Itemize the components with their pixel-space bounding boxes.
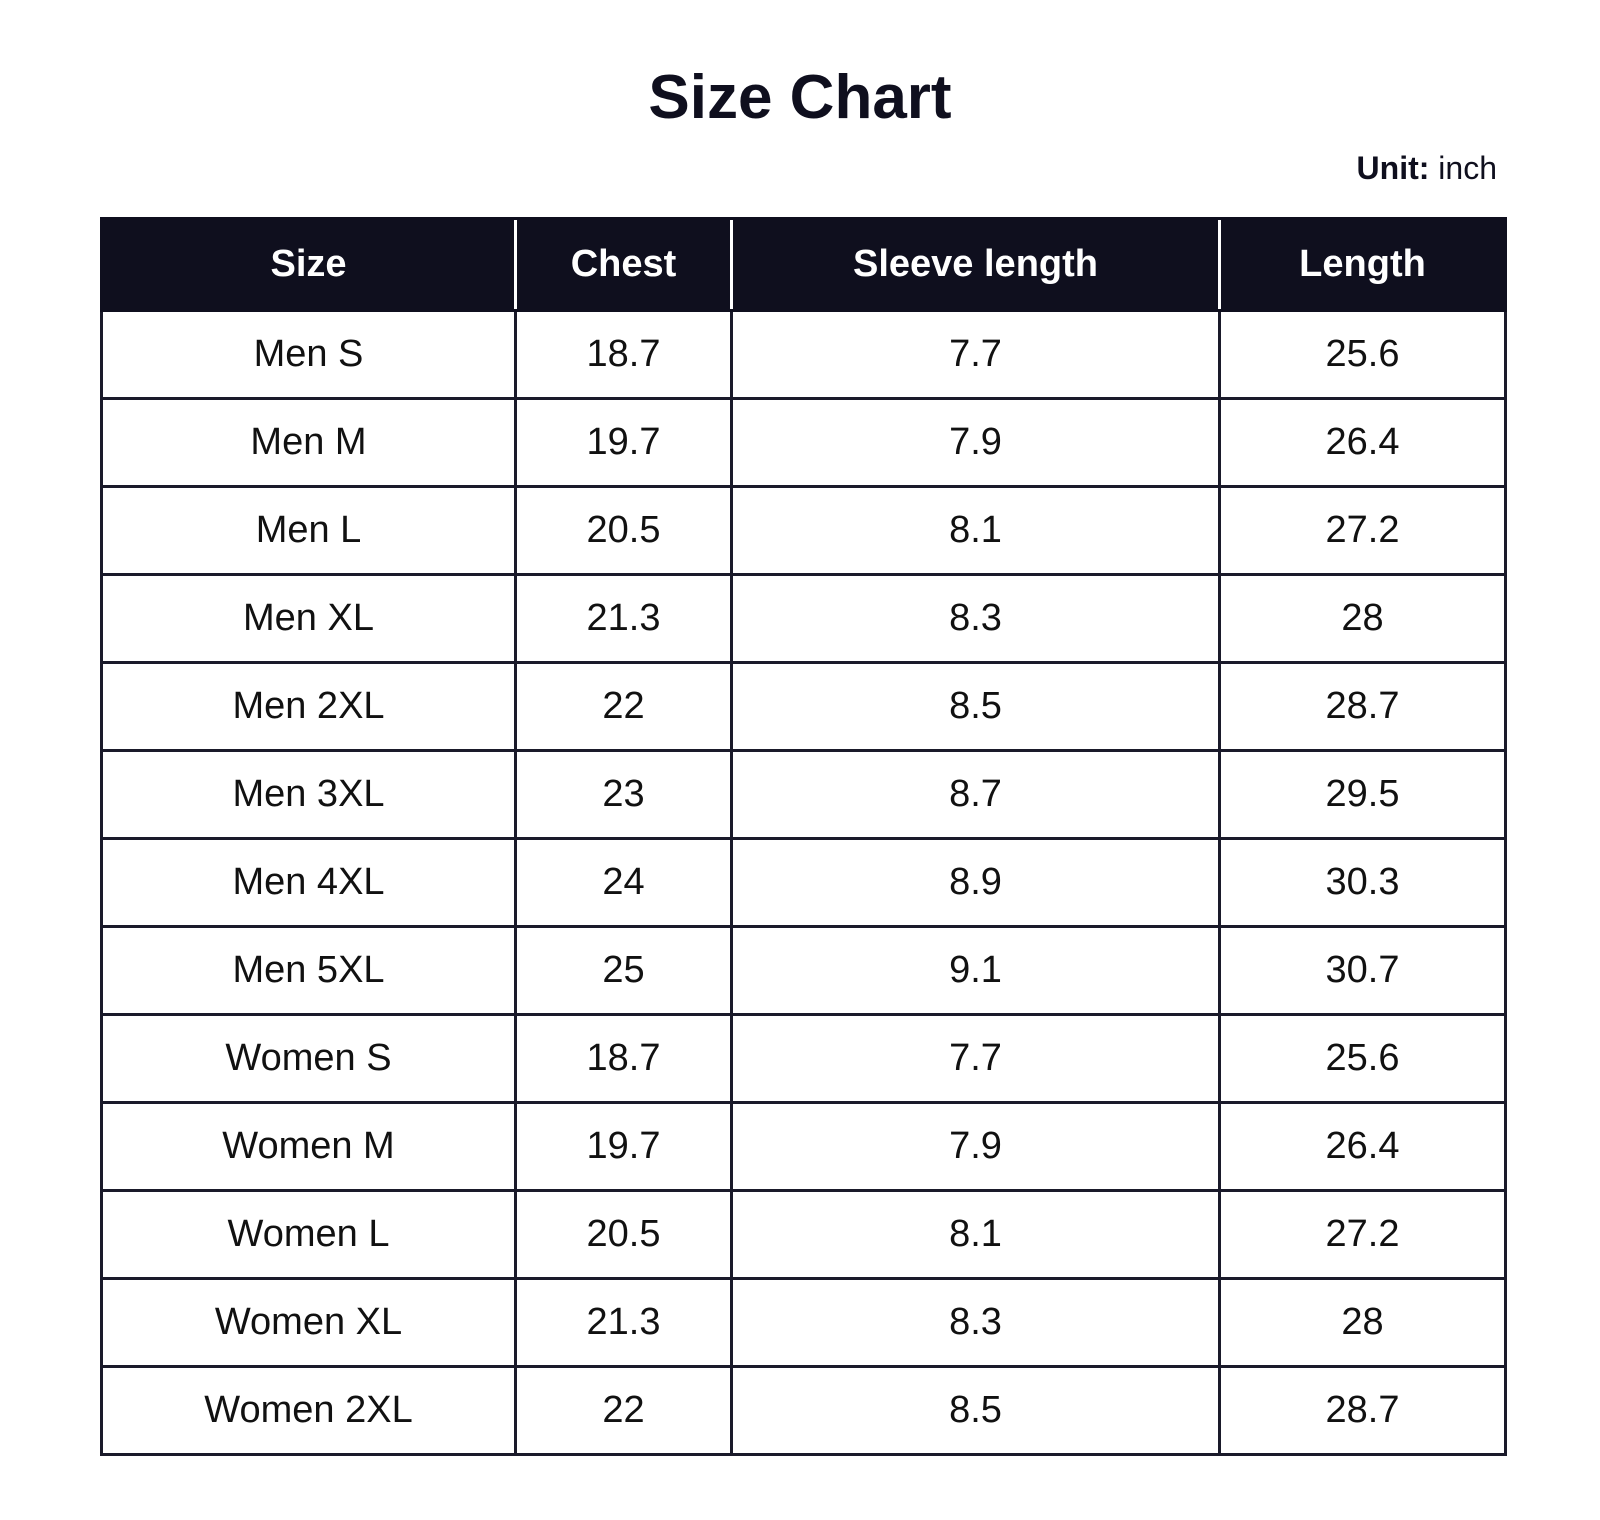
- cell-length: 28: [1218, 573, 1507, 664]
- cell-length: 26.4: [1218, 1101, 1507, 1192]
- cell-chest: 24: [514, 837, 733, 928]
- cell-length: 29.5: [1218, 749, 1507, 840]
- cell-size: Men S: [100, 309, 517, 400]
- cell-chest: 18.7: [514, 1013, 733, 1104]
- cell-chest: 20.5: [514, 1189, 733, 1280]
- table-row: Men 2XL 22 8.5 28.7: [100, 661, 1507, 752]
- cell-sleeve-length: 8.5: [730, 661, 1221, 752]
- cell-length: 27.2: [1218, 1189, 1507, 1280]
- cell-sleeve-length: 8.1: [730, 1189, 1221, 1280]
- cell-sleeve-length: 7.9: [730, 1101, 1221, 1192]
- table-row: Men M 19.7 7.9 26.4: [100, 397, 1507, 488]
- cell-sleeve-length: 9.1: [730, 925, 1221, 1016]
- table-row: Women 2XL 22 8.5 28.7: [100, 1365, 1507, 1456]
- table-row: Men 3XL 23 8.7 29.5: [100, 749, 1507, 840]
- cell-sleeve-length: 7.7: [730, 1013, 1221, 1104]
- cell-sleeve-length: 8.9: [730, 837, 1221, 928]
- unit-value: inch: [1438, 150, 1497, 186]
- table-header: Size Chest Sleeve length Length: [100, 217, 1507, 312]
- cell-size: Women S: [100, 1013, 517, 1104]
- cell-size: Men 5XL: [100, 925, 517, 1016]
- cell-size: Women 2XL: [100, 1365, 517, 1456]
- table-row: Men 4XL 24 8.9 30.3: [100, 837, 1507, 928]
- cell-chest: 20.5: [514, 485, 733, 576]
- header-row: Size Chest Sleeve length Length: [100, 217, 1507, 312]
- cell-sleeve-length: 8.3: [730, 1277, 1221, 1368]
- table-row: Men XL 21.3 8.3 28: [100, 573, 1507, 664]
- cell-length: 26.4: [1218, 397, 1507, 488]
- header-length: Length: [1218, 217, 1507, 312]
- cell-size: Men XL: [100, 573, 517, 664]
- cell-length: 25.6: [1218, 1013, 1507, 1104]
- table-row: Men 5XL 25 9.1 30.7: [100, 925, 1507, 1016]
- size-table: Size Chest Sleeve length Length Men S 18.…: [100, 217, 1507, 1456]
- cell-length: 28: [1218, 1277, 1507, 1368]
- header-size: Size: [100, 217, 516, 312]
- cell-size: Men 2XL: [100, 661, 517, 752]
- cell-length: 30.3: [1218, 837, 1507, 928]
- table-row: Women M 19.7 7.9 26.4: [100, 1101, 1507, 1192]
- unit-note: Unit: inch: [1357, 148, 1497, 188]
- cell-length: 27.2: [1218, 485, 1507, 576]
- table-row: Women XL 21.3 8.3 28: [100, 1277, 1507, 1368]
- cell-chest: 19.7: [514, 1101, 733, 1192]
- table-row: Men S 18.7 7.7 25.6: [100, 309, 1507, 400]
- cell-size: Men 4XL: [100, 837, 517, 928]
- cell-size: Women M: [100, 1101, 517, 1192]
- table-row: Women S 18.7 7.7 25.6: [100, 1013, 1507, 1104]
- cell-chest: 22: [514, 661, 733, 752]
- cell-size: Women XL: [100, 1277, 517, 1368]
- cell-length: 30.7: [1218, 925, 1507, 1016]
- header-sleeve-length: Sleeve length: [730, 217, 1220, 312]
- cell-size: Men M: [100, 397, 517, 488]
- cell-size: Men 3XL: [100, 749, 517, 840]
- cell-size: Women L: [100, 1189, 517, 1280]
- cell-sleeve-length: 8.7: [730, 749, 1221, 840]
- cell-length: 28.7: [1218, 661, 1507, 752]
- cell-chest: 21.3: [514, 1277, 733, 1368]
- table-body: Men S 18.7 7.7 25.6 Men M 19.7 7.9 26.4 Men L 20.…: [100, 309, 1507, 1456]
- cell-chest: 23: [514, 749, 733, 840]
- cell-size: Men L: [100, 485, 517, 576]
- cell-sleeve-length: 7.7: [730, 309, 1221, 400]
- cell-sleeve-length: 8.1: [730, 485, 1221, 576]
- cell-sleeve-length: 8.5: [730, 1365, 1221, 1456]
- cell-chest: 18.7: [514, 309, 733, 400]
- cell-sleeve-length: 7.9: [730, 397, 1221, 488]
- cell-chest: 19.7: [514, 397, 733, 488]
- cell-length: 25.6: [1218, 309, 1507, 400]
- unit-label: Unit:: [1356, 150, 1430, 186]
- page-title: Size Chart: [648, 63, 952, 132]
- header-chest: Chest: [514, 217, 732, 312]
- table-row: Men L 20.5 8.1 27.2: [100, 485, 1507, 576]
- cell-chest: 21.3: [514, 573, 733, 664]
- cell-chest: 22: [514, 1365, 733, 1456]
- cell-length: 28.7: [1218, 1365, 1507, 1456]
- cell-chest: 25: [514, 925, 733, 1016]
- cell-sleeve-length: 8.3: [730, 573, 1221, 664]
- table-row: Women L 20.5 8.1 27.2: [100, 1189, 1507, 1280]
